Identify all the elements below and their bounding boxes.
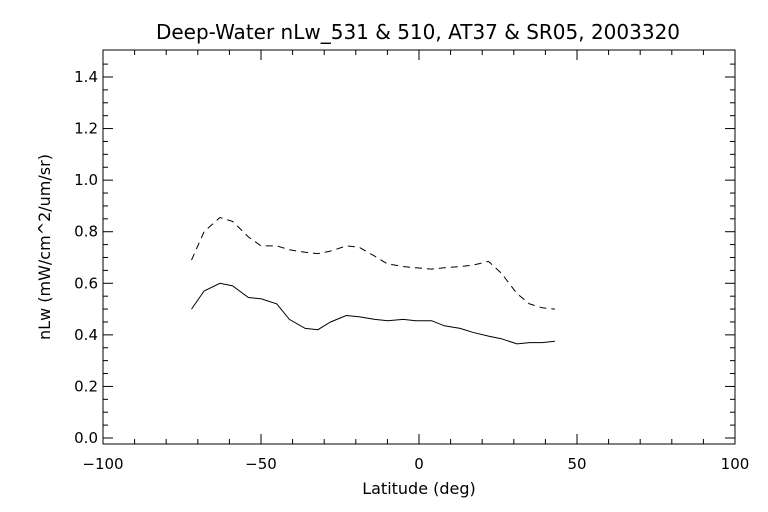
- x-tick-label: 0: [414, 455, 424, 473]
- x-axis: −100 −50 0 50 100: [82, 50, 749, 473]
- y-tick-label: 0.4: [74, 326, 98, 344]
- y-tick-label: 0.0: [74, 429, 98, 447]
- x-tick-label: −50: [245, 455, 277, 473]
- series-line-dashed: [191, 216, 555, 310]
- y-tick-label: 1.0: [74, 171, 98, 189]
- y-axis: 0.0 0.2 0.4 0.6 0.8 1.0 1.2 1.4: [74, 63, 735, 447]
- chart-title: Deep-Water nLw_531 & 510, AT37 & SR05, 2…: [156, 20, 680, 44]
- y-tick-label: 0.2: [74, 377, 98, 395]
- x-tick-label: 100: [721, 455, 750, 473]
- y-tick-label: 0.6: [74, 274, 98, 292]
- x-tick-label: 50: [567, 455, 586, 473]
- x-tick-label: −100: [82, 455, 123, 473]
- y-tick-label: 0.8: [74, 223, 98, 241]
- y-tick-label: 1.2: [74, 120, 98, 138]
- y-axis-label: nLw (mW/cm^2/um/sr): [35, 154, 54, 340]
- series-layer: [191, 216, 555, 345]
- series-line-solid: [191, 282, 555, 345]
- y-tick-label: 1.4: [74, 68, 98, 86]
- x-axis-label: Latitude (deg): [362, 479, 476, 498]
